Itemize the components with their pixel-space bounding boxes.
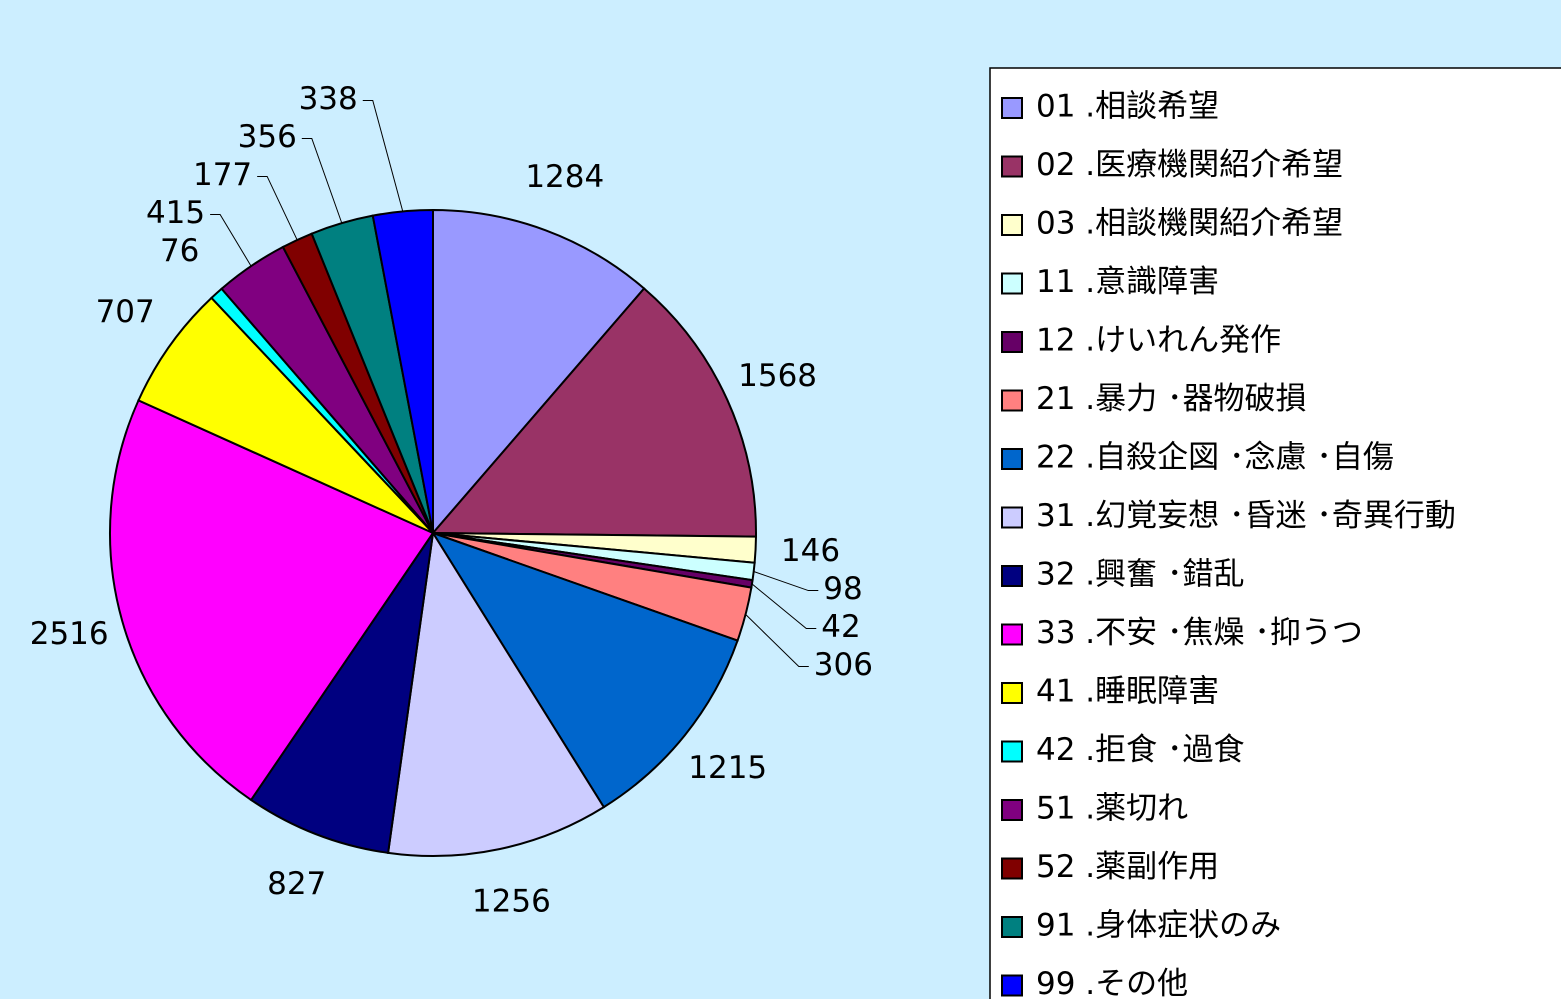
legend-swatch xyxy=(1001,799,1023,821)
legend-swatch xyxy=(1001,974,1023,997)
legend-swatch xyxy=(1001,623,1023,646)
legend-swatch xyxy=(1001,331,1023,353)
leader-line xyxy=(753,571,819,592)
legend-label: 22 .自殺企図 ･念慮 ･自傷 xyxy=(1036,440,1394,476)
data-label: 2516 xyxy=(30,616,109,652)
data-label: 1568 xyxy=(738,358,817,394)
data-label: 415 xyxy=(146,195,205,231)
legend-label: 02 .医療機関紹介希望 xyxy=(1036,147,1343,183)
legend-swatch xyxy=(1001,857,1023,880)
data-label: 306 xyxy=(814,647,873,683)
data-label: 98 xyxy=(823,571,862,607)
data-label: 707 xyxy=(96,294,155,330)
legend-swatch xyxy=(1001,389,1023,412)
data-label: 338 xyxy=(299,81,358,117)
legend-swatch xyxy=(1001,740,1023,763)
data-label: 1256 xyxy=(472,883,551,919)
legend-label: 31 .幻覚妄想 ･昏迷 ･奇異行動 xyxy=(1036,498,1456,534)
legend-label: 21 .暴力 ･器物破損 xyxy=(1036,381,1307,417)
legend-label: 32 .興奮 ･錯乱 xyxy=(1036,557,1245,593)
legend-label: 99 .その他 xyxy=(1036,966,1188,999)
pie-slice xyxy=(249,532,434,854)
leader-line xyxy=(257,175,298,241)
legend-swatch xyxy=(1001,682,1023,704)
leader-line xyxy=(301,137,343,224)
legend-box xyxy=(989,67,1561,999)
legend-label: 33 .不安 ･焦燥 ･抑うつ xyxy=(1036,615,1363,651)
legend-swatch xyxy=(1001,214,1023,236)
leader-line xyxy=(745,614,809,668)
legend-label: 12 .けいれん発作 xyxy=(1036,323,1281,359)
data-label: 1284 xyxy=(525,159,604,195)
legend-label: 52 .薬副作用 xyxy=(1036,849,1219,885)
pie-slice xyxy=(432,208,646,536)
pie-slice xyxy=(137,296,434,534)
data-label: 146 xyxy=(781,533,840,569)
legend-swatch xyxy=(1001,565,1023,587)
legend-swatch xyxy=(1001,97,1023,119)
legend-label: 41 .睡眠障害 xyxy=(1036,674,1219,710)
data-label: 42 xyxy=(821,609,860,645)
legend-label: 91 .身体症状のみ xyxy=(1036,908,1281,944)
legend-label: 51 .薬切れ xyxy=(1036,791,1188,827)
legend-swatch xyxy=(1001,272,1023,295)
legend-label: 01 .相談希望 xyxy=(1036,89,1219,125)
data-label: 177 xyxy=(193,157,252,193)
legend-label: 03 .相談機関紹介希望 xyxy=(1036,206,1343,242)
legend-swatch xyxy=(1001,155,1023,178)
leader-line xyxy=(751,583,817,630)
data-label: 76 xyxy=(160,233,199,269)
leader-line xyxy=(210,213,252,267)
data-label: 356 xyxy=(238,119,297,155)
pie-slice xyxy=(430,531,739,809)
legend-label: 11 .意識障害 xyxy=(1036,264,1219,300)
pie-slice xyxy=(430,287,757,538)
legend-swatch xyxy=(1001,506,1023,529)
legend-swatch xyxy=(1001,916,1023,938)
legend-label: 42 .拒食 ･過食 xyxy=(1036,732,1245,768)
pie-slice xyxy=(371,208,434,534)
leader-line xyxy=(362,99,404,212)
pie-slice xyxy=(386,530,606,857)
pie-slice xyxy=(109,399,435,802)
data-label: 827 xyxy=(267,866,326,902)
legend-swatch xyxy=(1001,448,1023,470)
data-label: 1215 xyxy=(688,750,767,786)
